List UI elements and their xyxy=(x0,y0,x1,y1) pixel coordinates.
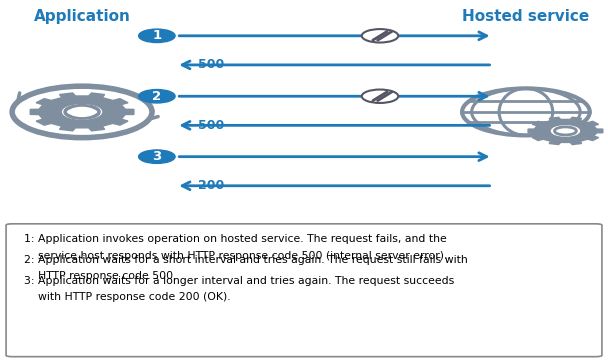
Circle shape xyxy=(362,90,398,103)
FancyBboxPatch shape xyxy=(6,224,602,357)
Circle shape xyxy=(554,127,576,135)
Text: 1: 1 xyxy=(152,29,162,42)
Circle shape xyxy=(551,126,579,136)
Circle shape xyxy=(70,108,94,116)
Text: 200: 200 xyxy=(198,179,224,192)
Text: service host responds with HTTP response code 500 (internal server error).: service host responds with HTTP response… xyxy=(24,251,447,261)
Circle shape xyxy=(362,29,398,43)
Text: 2: Application waits for a short interval and tries again. The request still fai: 2: Application waits for a short interva… xyxy=(24,255,468,265)
Text: Hosted service: Hosted service xyxy=(462,9,590,24)
Text: with HTTP response code 200 (OK).: with HTTP response code 200 (OK). xyxy=(24,292,231,303)
Text: 500: 500 xyxy=(198,58,224,71)
Circle shape xyxy=(139,90,175,103)
Circle shape xyxy=(65,106,99,118)
Polygon shape xyxy=(30,93,134,131)
Text: 3: 3 xyxy=(152,150,162,163)
Text: 1: Application invokes operation on hosted service. The request fails, and the: 1: Application invokes operation on host… xyxy=(24,234,447,244)
Text: Application: Application xyxy=(33,9,131,24)
Text: 2: 2 xyxy=(152,90,162,103)
Polygon shape xyxy=(528,117,603,145)
Text: 500: 500 xyxy=(198,119,224,132)
Circle shape xyxy=(139,150,175,164)
Circle shape xyxy=(63,105,102,119)
Circle shape xyxy=(139,29,175,43)
Text: 3: Application waits for a longer interval and tries again. The request succeeds: 3: Application waits for a longer interv… xyxy=(24,276,455,286)
Text: HTTP response code 500.: HTTP response code 500. xyxy=(24,271,177,282)
